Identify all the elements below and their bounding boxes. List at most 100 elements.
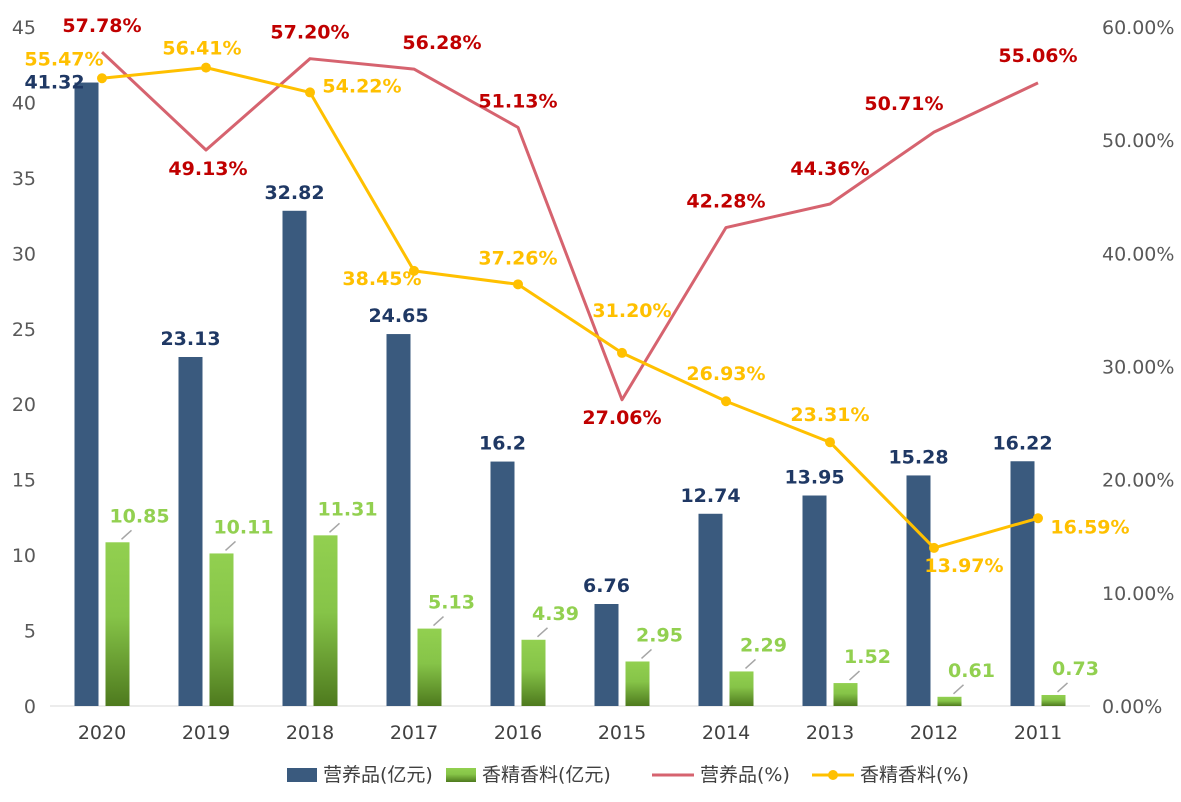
line-nutrition-pct [100, 51, 1039, 402]
axes: 0 5 10 15 20 25 30 35 40 45 0.00% 10.00% 20.00% 30.00… [12, 17, 1175, 744]
legend-label-flavor-pct: 香精香料(%) [860, 764, 969, 786]
bar-nutrition [802, 495, 827, 706]
line-nutrition-pct-label: 57.78% [62, 15, 141, 37]
bar-flavor [1041, 694, 1066, 706]
bar-flavor-leader [120, 529, 133, 540]
bar-flavor-leader [952, 684, 965, 695]
x-axis-tick-label: 2020 [78, 722, 126, 744]
left-axis-tick-label: 10 [12, 545, 36, 567]
bar-flavor-label: 0.61 [948, 660, 995, 682]
right-axis-tick-label: 30.00% [1102, 357, 1174, 379]
bar-nutrition [698, 513, 723, 706]
bar-nutrition-label: 41.32 [24, 72, 84, 94]
legend-marker-flavor-pct [828, 770, 838, 780]
bar-nutrition-label: 13.95 [784, 467, 844, 489]
x-axis-tick-label: 2016 [494, 722, 542, 744]
x-axis-tick-label: 2012 [910, 722, 958, 744]
legend-swatch-nutrition [287, 768, 317, 782]
bar-nutrition-label: 6.76 [583, 575, 630, 597]
bar-flavor-leader [224, 540, 237, 552]
x-axis-tick-label: 2014 [702, 722, 750, 744]
right-axis-tick-label: 0.00% [1102, 696, 1162, 718]
bar-flavor-label: 11.31 [317, 498, 377, 520]
legend-swatch-flavor [446, 768, 476, 782]
bar-flavor [937, 696, 962, 706]
bar-flavor-leader [744, 658, 757, 670]
x-axis-tick-label: 2015 [598, 722, 646, 744]
bar-nutrition-label: 32.82 [264, 182, 324, 204]
line-flavor-pct-marker [305, 87, 315, 98]
bar-nutrition-label: 16.2 [479, 433, 526, 455]
left-axis-tick-label: 5 [24, 621, 36, 643]
bar-nutrition [594, 603, 619, 706]
line-nutrition-pct-label: 49.13% [168, 158, 247, 180]
line-flavor-pct-label: 37.26% [478, 247, 557, 269]
bar-flavor [417, 628, 442, 706]
line-flavor-pct-label: 31.20% [592, 300, 671, 322]
line-flavor-pct [101, 66, 1039, 550]
bar-flavor-label: 1.52 [844, 646, 891, 668]
bar-nutrition [386, 334, 411, 706]
right-axis-tick-label: 20.00% [1102, 470, 1174, 492]
line-nutrition-pct-label: 51.13% [478, 90, 557, 112]
bar-flavor [729, 671, 754, 706]
line-flavor-pct-marker [617, 347, 627, 358]
bar-flavor-leader [1056, 682, 1069, 693]
right-axis-tick-label: 60.00% [1102, 17, 1174, 39]
bar-nutrition [490, 461, 515, 706]
bar-flavor-label: 0.73 [1052, 658, 1099, 680]
left-axis-tick-label: 45 [12, 17, 36, 39]
bar-flavor-label: 10.85 [109, 505, 169, 527]
bar-nutrition-label: 24.65 [368, 305, 428, 327]
bar-nutrition [74, 82, 99, 707]
bar-flavor-leader [328, 522, 341, 533]
right-axis-tick-label: 40.00% [1102, 243, 1174, 265]
bar-flavor [209, 553, 234, 706]
line-nutrition-pct-label: 44.36% [790, 158, 869, 180]
line-flavor-pct-marker [97, 73, 107, 84]
line-nutrition-pct-label: 42.28% [686, 191, 765, 213]
bar-nutrition [282, 210, 307, 707]
bar-nutrition [178, 356, 203, 706]
bar-flavor [833, 683, 858, 706]
bar-flavor-leader [848, 670, 861, 681]
data-labels: 41.32 23.13 32.82 24.65 16.2 6.76 12.74 13.95 15… [24, 15, 1130, 695]
bar-flavor-label: 5.13 [428, 592, 475, 614]
x-axis-tick-label: 2017 [390, 722, 438, 744]
left-axis-tick-label: 15 [12, 470, 36, 492]
legend-label-nutrition-pct: 营养品(%) [700, 764, 790, 786]
bar-flavor-leader [536, 627, 549, 638]
legend: 营养品(亿元) 香精香料(亿元) 营养品(%) 香精香料(%) [287, 764, 969, 786]
line-flavor-pct-label: 23.31% [790, 404, 869, 426]
line-flavor-pct-label: 38.45% [342, 268, 421, 290]
line-flavor-pct-marker [409, 265, 419, 276]
line-flavor-pct-label: 16.59% [1050, 516, 1129, 538]
line-flavor-pct-label: 54.22% [322, 75, 401, 97]
legend-label-flavor: 香精香料(亿元) [482, 764, 611, 786]
bar-flavor-leader [640, 648, 653, 660]
bar-flavor-label: 2.29 [740, 634, 787, 656]
bar-nutrition-label: 16.22 [992, 432, 1052, 454]
line-flavor-pct-marker [513, 279, 523, 290]
line-nutrition-pct-label: 55.06% [998, 45, 1077, 67]
line-flavor-pct-label: 55.47% [24, 48, 103, 70]
left-axis-tick-label: 30 [12, 243, 36, 265]
left-axis-tick-label: 20 [12, 394, 36, 416]
line-flavor-pct-marker [1033, 513, 1043, 524]
bar-flavor [313, 535, 338, 706]
left-axis-tick-label: 40 [12, 92, 36, 114]
left-axis-tick-label: 35 [12, 168, 36, 190]
bar-nutrition-label: 23.13 [160, 328, 220, 350]
bar-nutrition-label: 15.28 [888, 446, 948, 468]
line-flavor-pct-label: 26.93% [686, 363, 765, 385]
bar-flavor-label: 2.95 [636, 624, 683, 646]
bar-flavor [521, 639, 546, 706]
bar-flavor [625, 661, 650, 706]
bar-nutrition [1010, 461, 1035, 706]
left-axis-tick-label: 25 [12, 319, 36, 341]
x-axis-tick-label: 2019 [182, 722, 230, 744]
line-flavor-pct-marker [825, 437, 835, 448]
line-flavor-pct-label: 56.41% [162, 38, 241, 60]
